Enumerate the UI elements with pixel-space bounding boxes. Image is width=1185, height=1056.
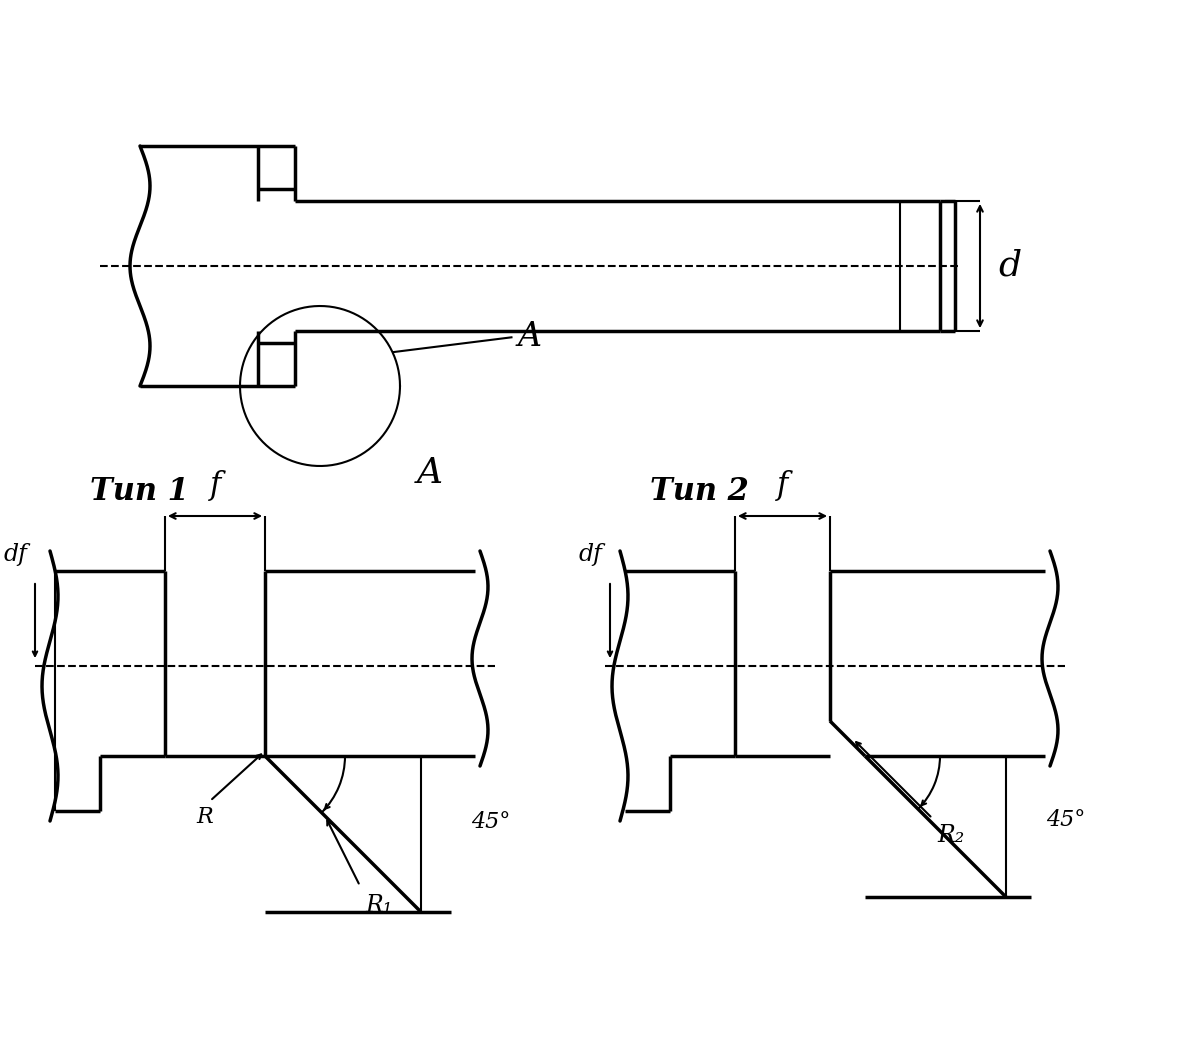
Text: df: df — [578, 543, 602, 566]
Text: f: f — [210, 470, 220, 501]
Text: A: A — [518, 321, 542, 353]
Text: A: A — [417, 456, 443, 490]
Text: 45°: 45° — [1046, 809, 1085, 831]
Text: 45°: 45° — [470, 811, 510, 833]
Text: Тип 1: Тип 1 — [90, 475, 188, 507]
Text: R₂: R₂ — [937, 824, 965, 847]
Text: R: R — [197, 806, 213, 828]
Text: df: df — [4, 543, 27, 566]
Text: Тип 2: Тип 2 — [651, 475, 749, 507]
Text: R₁: R₁ — [365, 894, 392, 917]
Text: f: f — [777, 470, 788, 501]
Text: d: d — [998, 249, 1021, 283]
